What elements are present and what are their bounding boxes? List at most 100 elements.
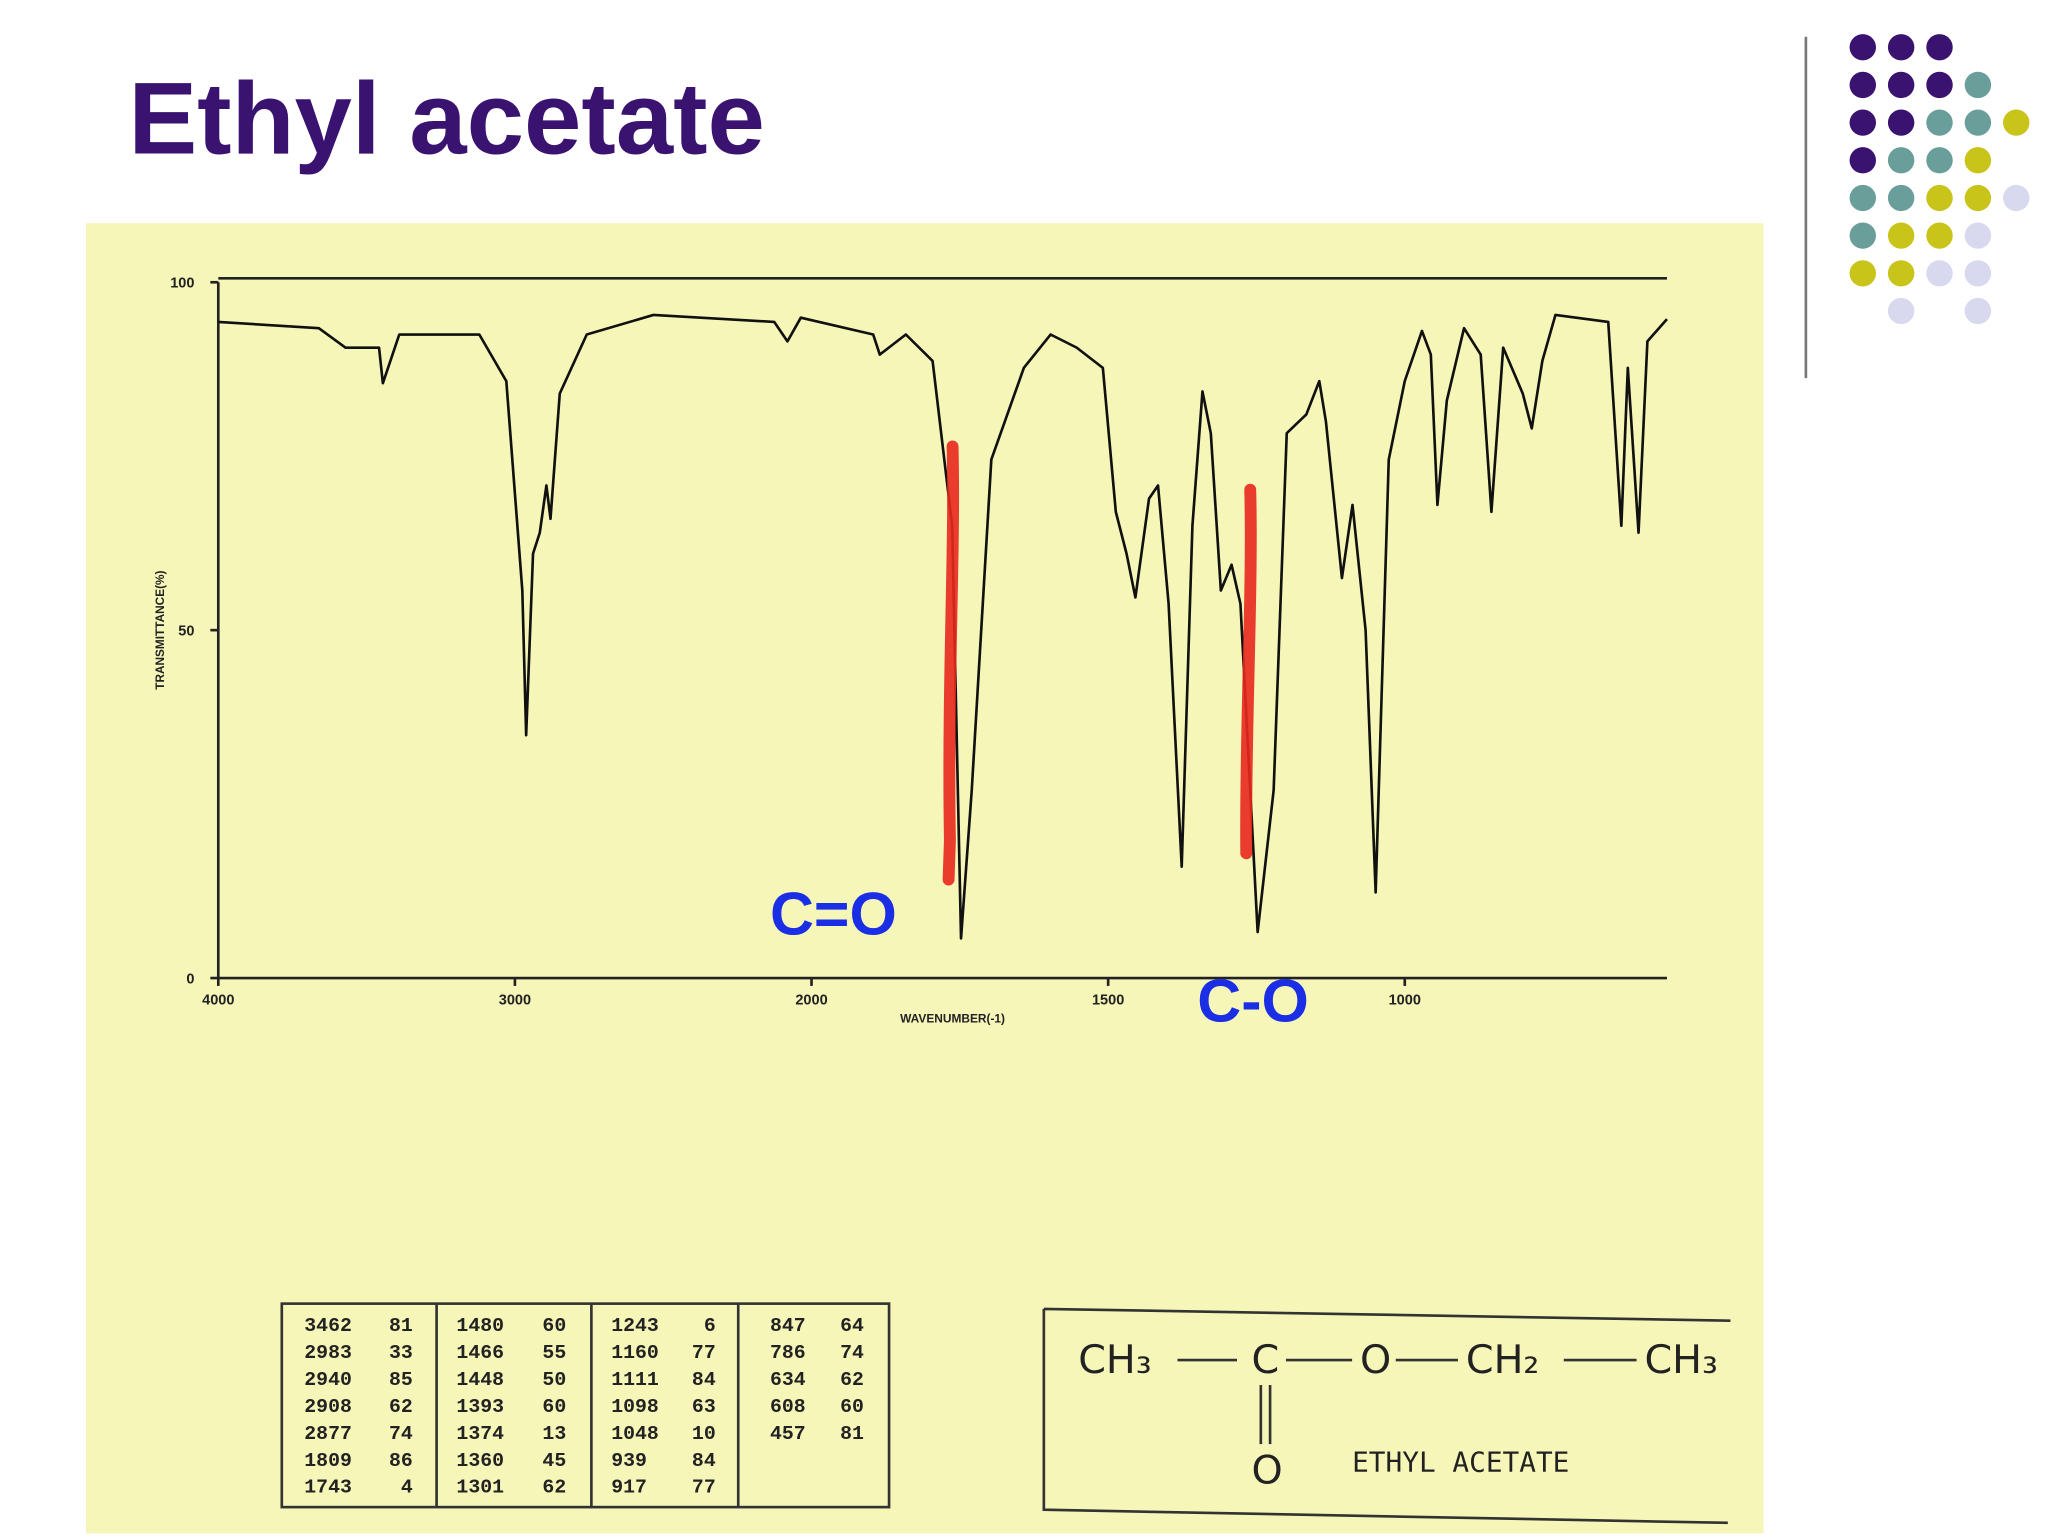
spectrum-paper bbox=[85, 223, 1764, 1534]
x-tick-label: 4000 bbox=[202, 992, 234, 1008]
x-tick-label: 3000 bbox=[499, 992, 531, 1008]
highlight-co-single bbox=[1240, 483, 1257, 860]
peak-intensity: 62 bbox=[840, 1369, 864, 1391]
peak-wavenumber: 1160 bbox=[611, 1342, 659, 1364]
x-tick-label: 1500 bbox=[1092, 992, 1124, 1008]
table-border bbox=[280, 1302, 891, 1509]
y-axis-label: TRANSMITTANCE(%) bbox=[153, 571, 167, 690]
highlight-co-double bbox=[942, 440, 960, 886]
peak-intensity: 86 bbox=[389, 1450, 413, 1472]
y-tick-label: 0 bbox=[186, 971, 194, 987]
peak-wavenumber: 847 bbox=[770, 1315, 806, 1337]
peak-intensity: 62 bbox=[389, 1396, 413, 1418]
peak-intensity: 84 bbox=[692, 1369, 716, 1391]
peak-wavenumber: 1301 bbox=[456, 1477, 504, 1499]
spectrum-line bbox=[218, 313, 1668, 940]
annotation: C-O bbox=[1197, 967, 1309, 1035]
dot bbox=[1849, 222, 1877, 249]
peak-wavenumber: 457 bbox=[770, 1423, 806, 1445]
dot bbox=[1964, 71, 1992, 99]
compound-name: ETHYL ACETATE bbox=[1352, 1446, 1569, 1479]
dot bbox=[1887, 184, 1915, 212]
y-tick-label: 50 bbox=[178, 623, 194, 639]
peak-wavenumber: 2940 bbox=[304, 1369, 352, 1391]
dot bbox=[2003, 109, 2030, 136]
structure-border bbox=[1042, 1307, 1731, 1525]
peak-wavenumber: 1098 bbox=[611, 1396, 659, 1418]
ir-chart: 0 50 100 4000 3000 2000 1500 1000 WAVENUMBER(-1)… bbox=[153, 276, 1668, 1026]
dot bbox=[1849, 147, 1877, 174]
peak-intensity: 74 bbox=[840, 1342, 864, 1364]
peak-wavenumber: 2983 bbox=[304, 1342, 352, 1364]
chem-group: CH₃ bbox=[1078, 1337, 1151, 1383]
peak-intensity: 6 bbox=[704, 1315, 716, 1337]
dot bbox=[1964, 147, 1992, 174]
peak-wavenumber: 1448 bbox=[456, 1369, 504, 1391]
dot bbox=[1849, 34, 1877, 61]
dot bbox=[1964, 260, 1992, 287]
dot bbox=[1849, 260, 1877, 287]
peak-intensity: 84 bbox=[692, 1450, 716, 1472]
peak-intensity: 60 bbox=[542, 1315, 566, 1337]
dot bbox=[1926, 260, 1953, 287]
peak-intensity: 81 bbox=[840, 1423, 864, 1445]
dot bbox=[1849, 184, 1877, 212]
peak-wavenumber: 2908 bbox=[304, 1396, 352, 1418]
chem-group: O bbox=[1360, 1337, 1391, 1383]
peak-intensity: 50 bbox=[542, 1369, 566, 1391]
peak-intensity: 10 bbox=[692, 1423, 716, 1445]
peak-table: 3462 81 2983 33 2940 85 2908 62 2877 74 1809 86 1743… bbox=[280, 1302, 891, 1509]
peak-intensity: 33 bbox=[389, 1342, 413, 1364]
peak-intensity: 13 bbox=[542, 1423, 566, 1445]
peak-wavenumber: 1360 bbox=[456, 1450, 504, 1472]
peak-wavenumber: 939 bbox=[611, 1450, 647, 1472]
peak-wavenumber: 1374 bbox=[456, 1423, 504, 1445]
dot bbox=[1926, 71, 1953, 99]
peak-wavenumber: 1480 bbox=[456, 1315, 504, 1337]
peak-wavenumber: 1111 bbox=[611, 1369, 659, 1391]
dot bbox=[1849, 71, 1877, 99]
dot bbox=[1964, 297, 1992, 325]
dot bbox=[2003, 184, 2030, 212]
peak-wavenumber: 1743 bbox=[304, 1477, 352, 1499]
dot bbox=[1926, 184, 1953, 212]
peak-intensity: 60 bbox=[840, 1396, 864, 1418]
x-tick-label: 1000 bbox=[1389, 992, 1421, 1008]
peak-intensity: 60 bbox=[542, 1396, 566, 1418]
peak-wavenumber: 1243 bbox=[611, 1315, 659, 1337]
structure: CH₃ C O CH₂ CH₃ O ETHYL ACETATE bbox=[1042, 1307, 1731, 1525]
peak-wavenumber: 1466 bbox=[456, 1342, 504, 1364]
dot bbox=[1926, 109, 1953, 136]
peak-intensity: 55 bbox=[542, 1342, 566, 1364]
peak-wavenumber: 1048 bbox=[611, 1423, 659, 1445]
peak-wavenumber: 3462 bbox=[304, 1315, 352, 1337]
chem-group: O bbox=[1252, 1448, 1283, 1494]
dot bbox=[1849, 109, 1877, 136]
x-axis-label: WAVENUMBER(-1) bbox=[900, 1012, 1005, 1026]
x-tick-label: 2000 bbox=[795, 992, 827, 1008]
peak-wavenumber: 1393 bbox=[456, 1396, 504, 1418]
dot bbox=[1887, 260, 1915, 287]
slide-title: Ethyl acetate bbox=[128, 61, 765, 176]
peak-intensity: 62 bbox=[542, 1477, 566, 1499]
peak-intensity: 85 bbox=[389, 1369, 413, 1391]
peak-intensity: 64 bbox=[840, 1315, 864, 1337]
peak-intensity: 74 bbox=[389, 1423, 413, 1445]
dot bbox=[1887, 222, 1915, 249]
dot bbox=[1887, 109, 1915, 136]
dot bbox=[1926, 147, 1953, 174]
peak-wavenumber: 786 bbox=[770, 1342, 806, 1364]
peak-intensity: 4 bbox=[401, 1477, 413, 1499]
peak-intensity: 77 bbox=[692, 1342, 716, 1364]
dot bbox=[1926, 222, 1953, 249]
y-tick-label: 100 bbox=[170, 276, 194, 292]
peak-intensity: 63 bbox=[692, 1396, 716, 1418]
peak-intensity: 45 bbox=[542, 1450, 566, 1472]
dot bbox=[1887, 34, 1915, 61]
peak-wavenumber: 2877 bbox=[304, 1423, 352, 1445]
annotation: C=O bbox=[770, 880, 897, 948]
dot bbox=[1887, 71, 1915, 99]
dot bbox=[1964, 184, 1992, 212]
dot bbox=[1887, 147, 1915, 174]
chem-group: C bbox=[1252, 1337, 1280, 1383]
